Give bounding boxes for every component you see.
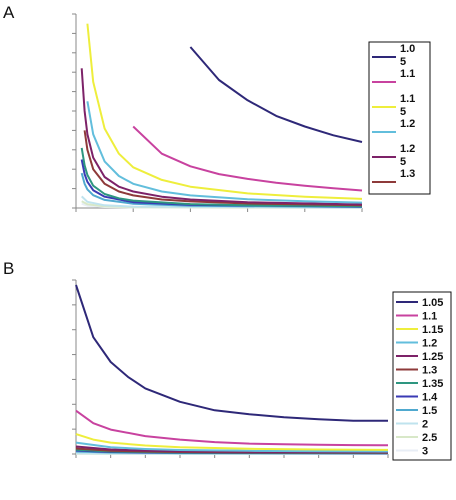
legend-label: 1.1 [422,311,437,323]
legend-label: 1.4 [422,392,438,404]
legend-label: 2 [422,419,428,431]
series-line-1-15 [86,23,363,200]
legend-label: 1.3 [400,168,415,180]
chart-b: 1.05 1.11.15 1.21.25 1.31.35 1.41.5 22.5 3 [72,279,452,461]
legend-label: 2.5 [422,432,437,444]
legend-label: 1.2 [422,338,437,350]
legend-label: 1.2 [400,118,415,130]
legend-label: 3 [422,446,428,458]
legend-box [368,41,431,195]
legend-label-line: 5 [400,56,406,68]
series-line-1-15 [75,433,389,451]
series-line-1-05 [189,46,363,143]
series-line-1-1 [132,125,363,192]
series-line-1-35 [80,147,363,208]
panel-a-label: A [3,3,15,22]
legend-label-line: 5 [400,156,406,168]
panel-b-label: B [3,259,14,278]
legend-label: 1.05 [422,297,443,309]
series-line-1-2 [86,101,363,204]
legend-label: 1.1 [400,68,415,80]
legend-label: 1.5 [422,405,437,417]
series-line-1-2 [75,441,389,453]
legend-label-line: 1.2 [400,143,415,155]
chart-a: 1.0 51.11.1 51.21.2 51.3 [72,13,431,212]
legend-label-line: 1.1 [400,93,415,105]
legend-label: 1.3 [422,365,437,377]
series-line-1-05 [75,284,388,422]
series-line-1-25 [80,68,363,206]
legend-box [392,291,452,461]
series-line-2 [81,195,363,209]
series-line-1-3 [83,130,363,207]
legend-label-line: 5 [400,106,406,118]
legend-label: 1.25 [422,351,443,363]
series-line-1-1 [75,409,389,447]
legend-label-line: 1.0 [400,43,415,55]
legend-label: 1.35 [422,378,443,390]
legend-label: 1.15 [422,324,443,336]
